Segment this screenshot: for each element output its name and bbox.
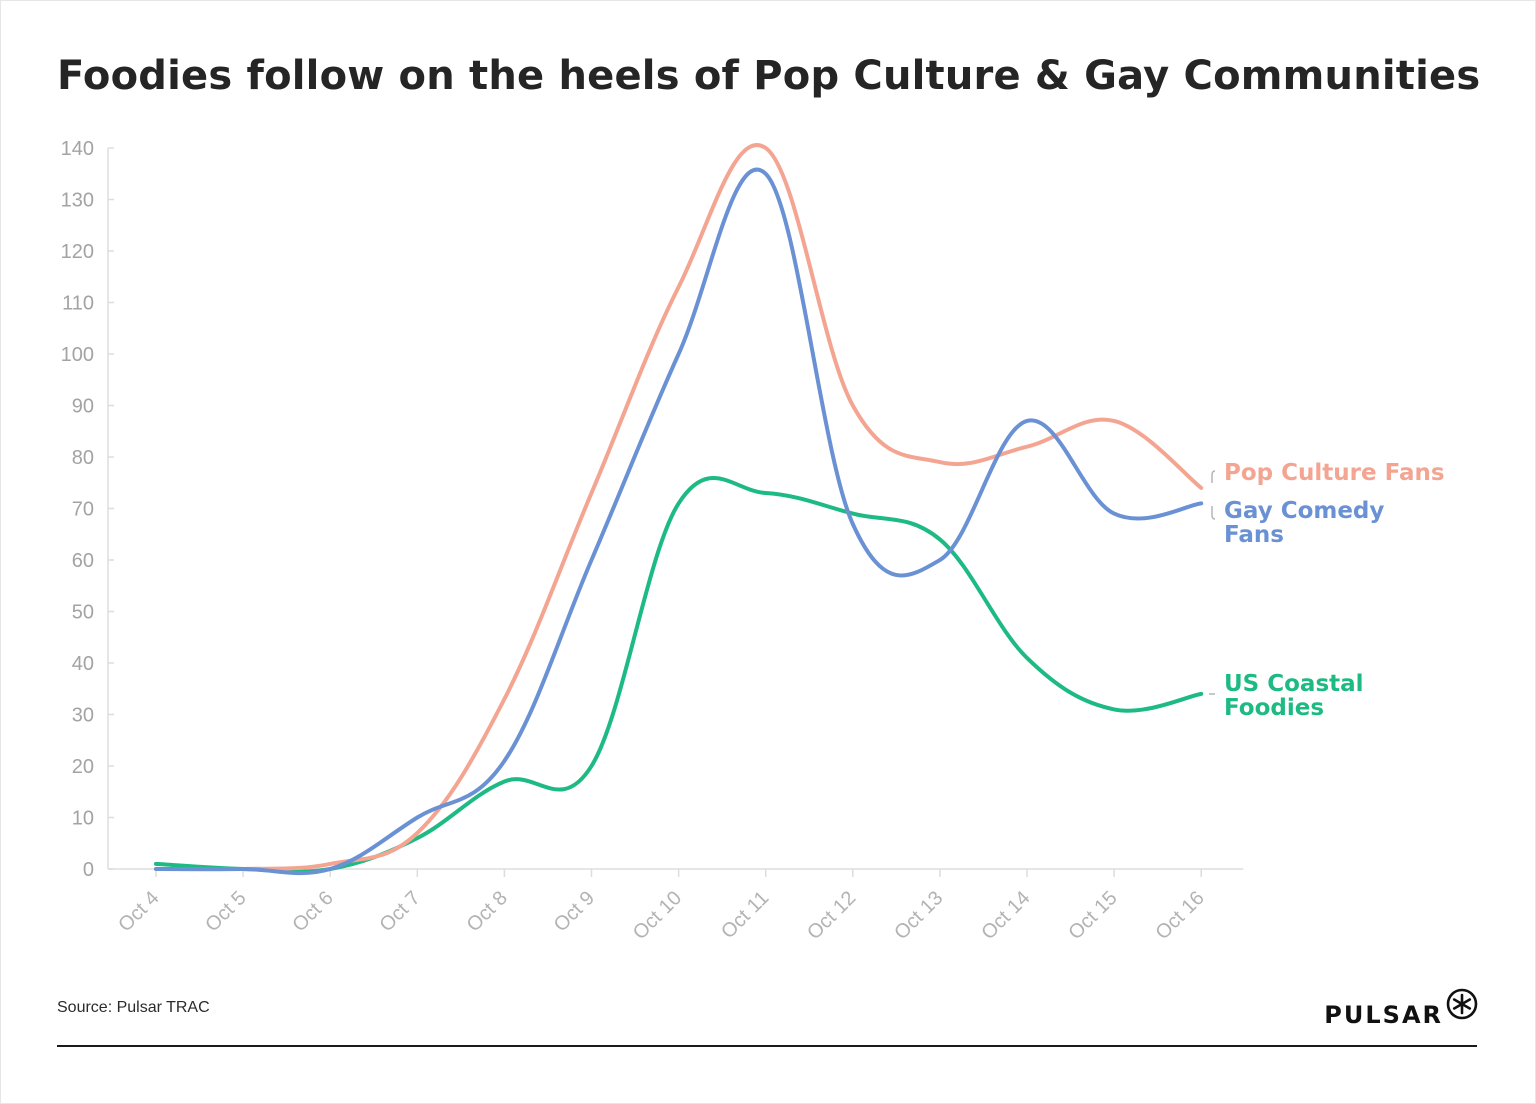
series-line-us-coastal-foodies xyxy=(154,476,1204,874)
x-tick-label: Oct 14 xyxy=(977,887,1034,944)
x-tick-label: Oct 11 xyxy=(717,887,773,943)
series-label-pop-culture-fans: Pop Culture Fans xyxy=(1224,460,1445,486)
x-tick-label: Oct 9 xyxy=(550,887,599,936)
series-label-text: Fans xyxy=(1224,522,1284,548)
y-tick-label: 40 xyxy=(72,653,94,675)
y-tick-label: 30 xyxy=(72,705,94,727)
y-tick-label: 90 xyxy=(72,396,94,418)
x-tick-label: Oct 10 xyxy=(629,887,686,944)
line-chart: 0 10 20 30 40 50 60 70 80 90 100 110 120 130 140 Oct 4 O… xyxy=(61,138,1445,944)
y-tick-label: 140 xyxy=(61,138,94,160)
x-tick-label: Oct 6 xyxy=(288,887,337,936)
y-tick-label: 20 xyxy=(72,756,94,778)
x-tick-label: Oct 16 xyxy=(1152,887,1209,944)
label-connector xyxy=(1211,470,1216,483)
footer-rule xyxy=(57,1045,1477,1047)
pulsar-logo: PULSAR xyxy=(1324,987,1479,1029)
y-tick-label: 110 xyxy=(62,293,94,315)
logo-wordmark: PULSAR xyxy=(1324,1001,1443,1029)
y-tick-label: 120 xyxy=(61,241,94,263)
series-label-text: Foodies xyxy=(1224,695,1324,721)
x-tick-label: Oct 15 xyxy=(1064,887,1121,944)
x-tick-label: Oct 13 xyxy=(890,887,947,944)
asterisk-circle-icon xyxy=(1446,988,1478,1020)
x-tick-label: Oct 5 xyxy=(201,887,250,936)
chart-axes: 0 10 20 30 40 50 60 70 80 90 100 110 120 130 140 Oct 4 O… xyxy=(61,138,1244,944)
chart-title: Foodies follow on the heels of Pop Cultu… xyxy=(57,53,1481,99)
y-tick-label: 10 xyxy=(72,808,94,830)
y-tick-label: 80 xyxy=(72,447,94,469)
source-note: Source: Pulsar TRAC xyxy=(57,999,210,1016)
series-line-pop-culture-fans xyxy=(154,143,1204,872)
label-connector xyxy=(1211,506,1216,520)
x-tick-label: Oct 8 xyxy=(463,887,512,936)
y-tick-label: 60 xyxy=(72,550,94,572)
x-tick-label: Oct 7 xyxy=(375,887,424,936)
x-tick-label: Oct 12 xyxy=(803,887,860,944)
y-tick-label: 50 xyxy=(72,602,94,624)
series-label-text: Pop Culture Fans xyxy=(1224,460,1445,486)
y-tick-label: 0 xyxy=(83,859,94,881)
y-tick-label: 100 xyxy=(61,344,94,366)
series-label-text: US Coastal xyxy=(1224,671,1364,697)
chart-series-lines xyxy=(154,143,1204,876)
x-tick-label: Oct 4 xyxy=(114,887,163,936)
series-label-text: Gay Comedy xyxy=(1224,498,1384,524)
series-line-gay-comedy-fans xyxy=(154,167,1204,876)
y-tick-label: 130 xyxy=(61,190,94,212)
y-tick-label: 70 xyxy=(72,499,94,521)
